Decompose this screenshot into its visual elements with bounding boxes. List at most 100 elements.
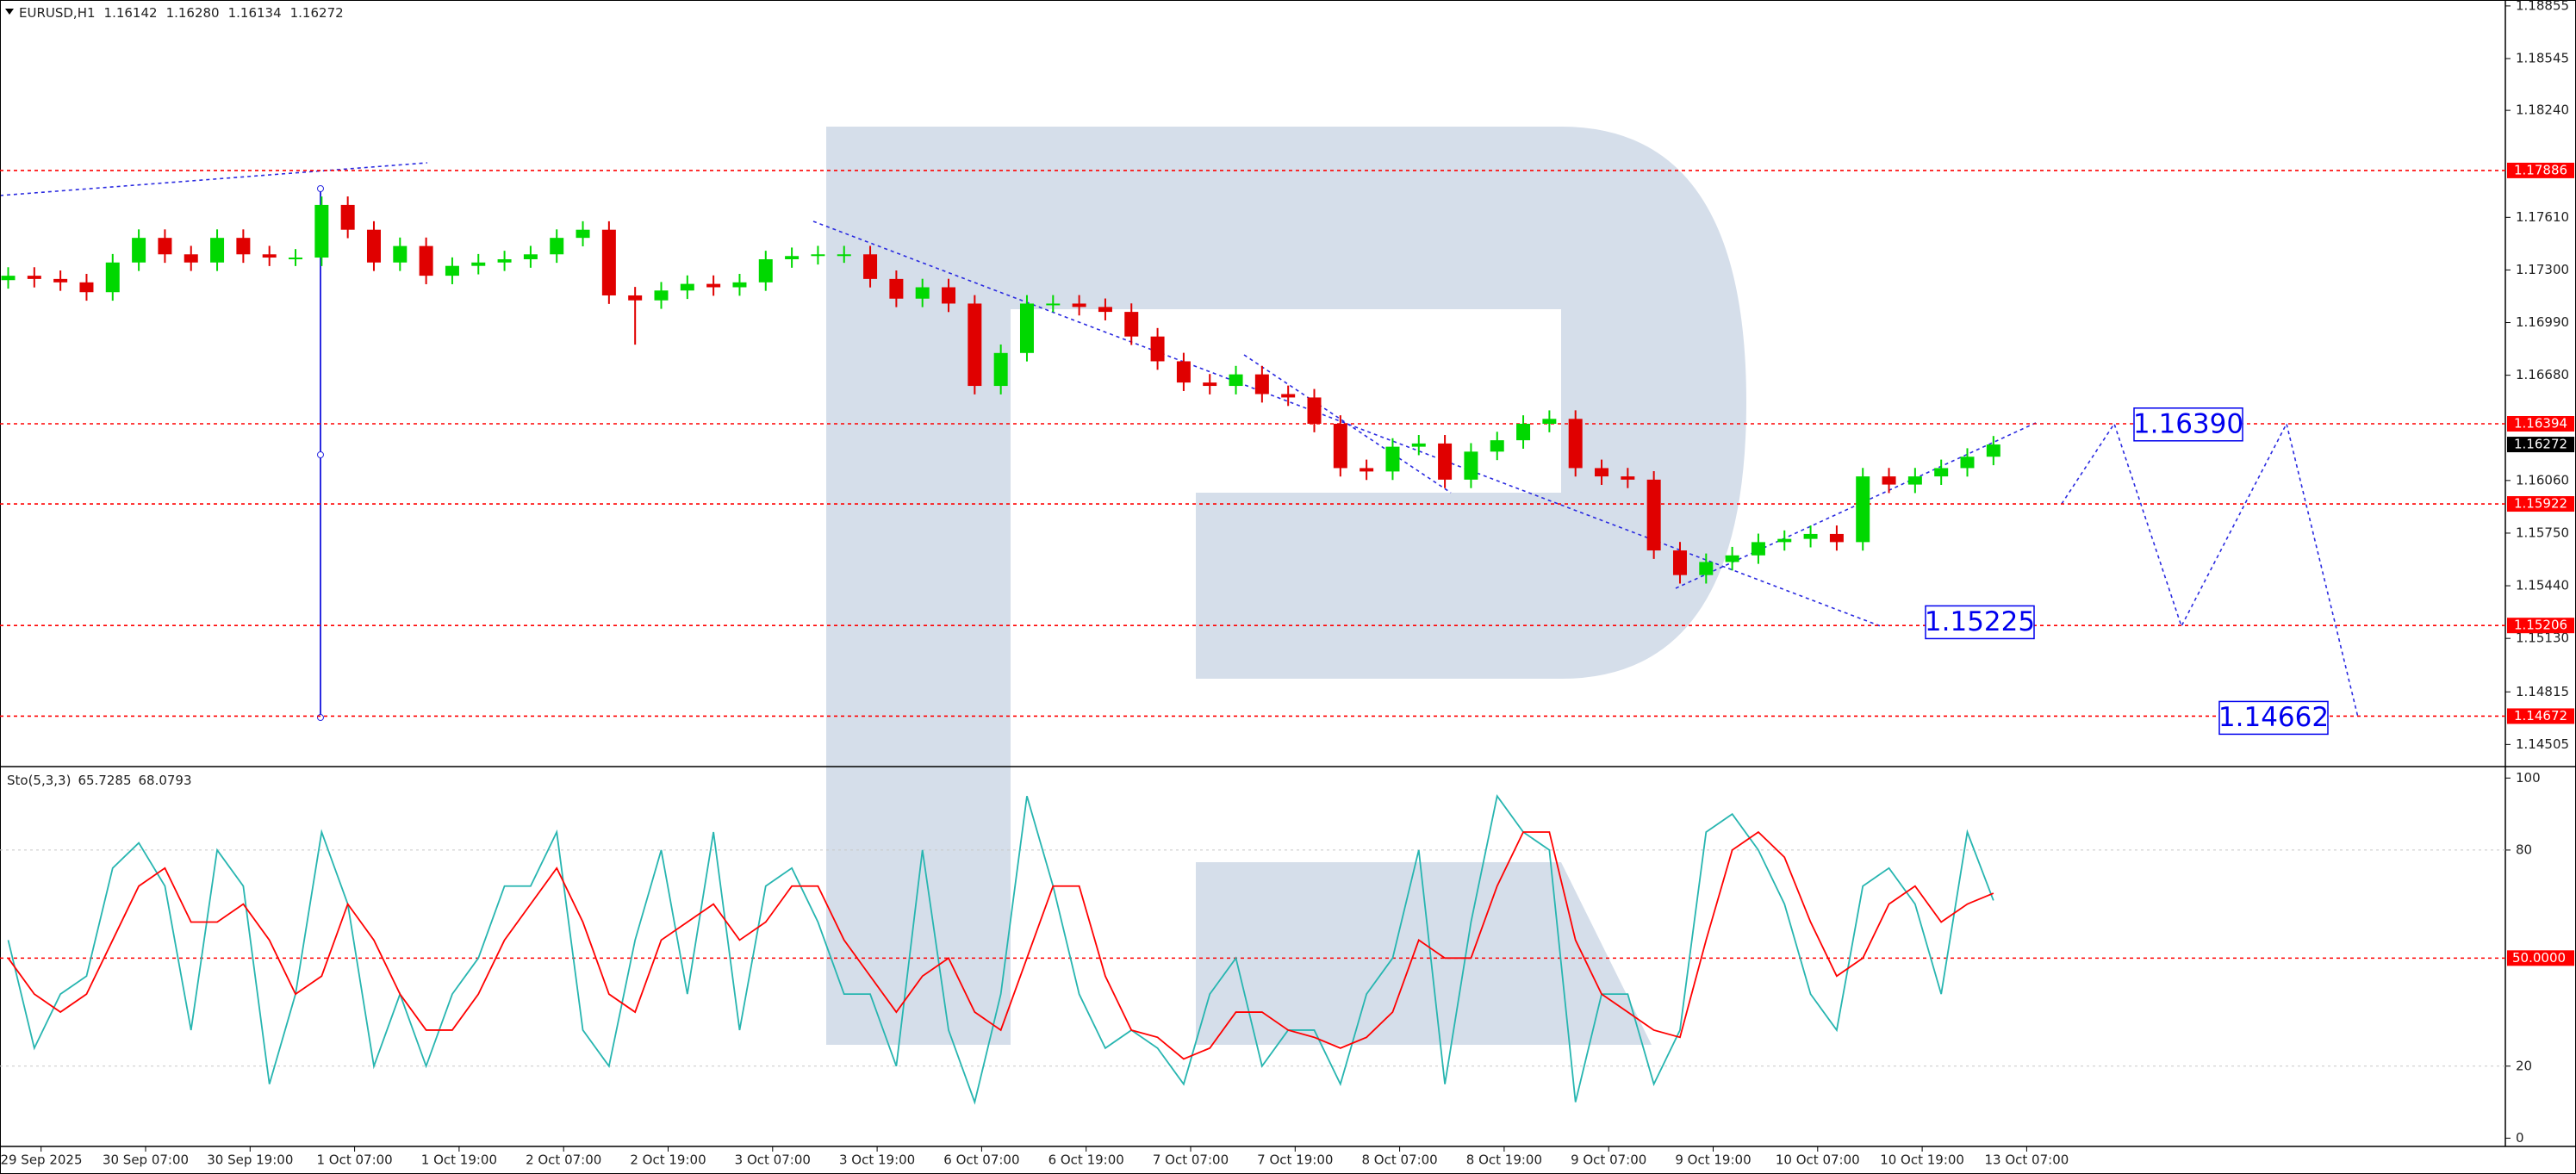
candle-body <box>1203 382 1217 387</box>
candle-body <box>236 238 251 255</box>
candle-body <box>1176 361 1191 383</box>
x-tick-label: 2 Oct 07:00 <box>526 1152 601 1168</box>
candle-body <box>210 238 225 263</box>
quote-value: 1.16280 <box>166 5 220 21</box>
x-tick-label: 7 Oct 07:00 <box>1153 1152 1229 1168</box>
candle-body <box>1672 550 1687 575</box>
x-tick-label: 7 Oct 19:00 <box>1257 1152 1333 1168</box>
stochastic-line <box>7 830 1994 1060</box>
forecast-label-box <box>2218 700 2329 736</box>
candle-body <box>419 245 433 276</box>
y-tick-label: 20 <box>2516 1058 2532 1073</box>
indicator-value: 65.7285 <box>78 773 131 788</box>
candle-body <box>863 254 878 279</box>
candle-body <box>1307 397 1322 425</box>
x-tick-label: 10 Oct 07:00 <box>1776 1152 1860 1168</box>
x-tick-label: 2 Oct 19:00 <box>630 1152 706 1168</box>
candle-body <box>393 245 408 263</box>
candle-body <box>1254 374 1269 394</box>
y-tick-label: 1.14815 <box>2516 684 2569 699</box>
candle-body <box>942 287 956 304</box>
y-tick-label: 1.18855 <box>2516 0 2569 13</box>
candle-body <box>1646 479 1661 551</box>
x-tick-label: 30 Sep 07:00 <box>103 1152 189 1168</box>
x-tick-label: 6 Oct 19:00 <box>1048 1152 1124 1168</box>
candle-body <box>1124 312 1139 337</box>
candle-body <box>732 282 747 288</box>
candle-body <box>289 258 303 260</box>
forecast-label-box <box>1925 605 2035 640</box>
candle-body <box>601 229 616 295</box>
indicator-value: 68.0793 <box>138 773 191 788</box>
x-tick-label: 6 Oct 07:00 <box>943 1152 1019 1168</box>
candle-body <box>1699 562 1714 575</box>
candle-body <box>550 238 564 255</box>
candle-body <box>680 283 694 291</box>
candle-body <box>628 295 643 301</box>
level-label-box <box>2507 618 2574 634</box>
last-price-label: 1.16272 <box>2514 437 2567 452</box>
x-tick-label: 8 Oct 19:00 <box>1466 1152 1542 1168</box>
x-tick-label: 1 Oct 07:00 <box>316 1152 392 1168</box>
candle-body <box>915 287 930 299</box>
level-label: 1.15206 <box>2514 618 2567 633</box>
level-label-box <box>2507 162 2574 178</box>
candle-body <box>785 256 800 259</box>
y-tick-label: 1.16680 <box>2516 367 2569 382</box>
candle-body <box>576 229 590 239</box>
x-tick-label: 9 Oct 19:00 <box>1675 1152 1751 1168</box>
candle-body <box>1907 476 1922 485</box>
indicator-name: Sto(5,3,3) <box>7 773 71 788</box>
candle-body <box>811 254 825 257</box>
level-label: 1.17886 <box>2514 162 2567 177</box>
y-tick-label: 1.16990 <box>2516 314 2569 330</box>
y-tick-label: 1.17300 <box>2516 262 2569 277</box>
candle-body <box>132 238 146 263</box>
candle-body <box>1098 307 1112 313</box>
y-tick-label: 80 <box>2516 842 2532 857</box>
y-tick-label: 100 <box>2516 770 2541 786</box>
quote-value: 1.16272 <box>290 5 344 21</box>
y-tick-label: 1.15130 <box>2516 630 2569 646</box>
candle-body <box>79 282 94 293</box>
y-tick-label: 1.18545 <box>2516 51 2569 66</box>
candle-body <box>1438 443 1453 480</box>
stochastic-line <box>7 794 1994 1105</box>
y-tick-label: 1.17610 <box>2516 209 2569 225</box>
quote-value: 1.16134 <box>228 5 282 21</box>
candle-body <box>445 265 459 276</box>
level-label-box <box>2507 496 2574 512</box>
candle-body <box>1986 444 2000 457</box>
forecast-label: 1.14662 <box>2218 702 2329 733</box>
candle-body <box>262 254 277 258</box>
symbol-menu-icon[interactable] <box>5 9 14 15</box>
vertical-marker <box>317 185 324 721</box>
y-tick-label: 0 <box>2516 1130 2524 1146</box>
level-label-box <box>2507 950 2574 966</box>
candle-body <box>1595 468 1609 477</box>
forecast-label: 1.15225 <box>1925 606 2035 637</box>
candle-body <box>523 254 538 259</box>
x-tick-label: 3 Oct 07:00 <box>735 1152 811 1168</box>
candle-body <box>1568 419 1583 469</box>
candle-body <box>1046 303 1061 306</box>
candle-body <box>1725 555 1739 562</box>
candle-body <box>1464 451 1478 480</box>
candle-body <box>27 276 41 279</box>
candle-body <box>837 254 851 257</box>
candle-body <box>1777 538 1792 543</box>
candle-body <box>1621 476 1635 480</box>
x-tick-label: 13 Oct 07:00 <box>1985 1152 2069 1168</box>
x-tick-label: 29 Sep 2025 <box>0 1152 82 1168</box>
y-tick-label: 1.16060 <box>2516 472 2569 488</box>
candle-body <box>471 262 486 266</box>
candle-body <box>1360 468 1374 472</box>
candle-body <box>654 290 669 301</box>
watermark-logo <box>826 127 1746 1045</box>
candle-body <box>366 229 381 263</box>
candle-body <box>340 204 355 230</box>
candle-body <box>993 352 1008 387</box>
candle-body <box>1229 374 1243 387</box>
chart-header: EURUSD,H1 1.16142 1.16280 1.16134 1.16272 <box>19 5 344 21</box>
